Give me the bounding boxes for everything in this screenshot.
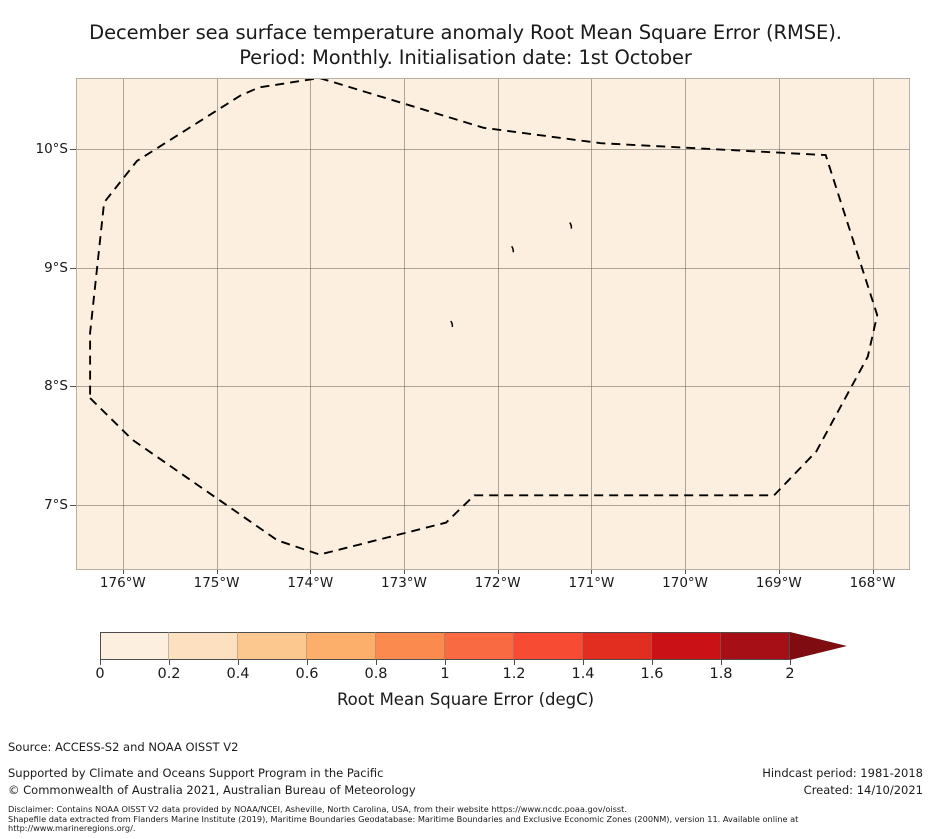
gridline-vertical: [310, 78, 312, 570]
colorbar-ticklabel: 0.6: [295, 666, 319, 682]
island-coastline-atafu: [450, 320, 454, 328]
x-axis-ticklabel: 170°W: [662, 575, 709, 591]
x-tickmark: [310, 570, 312, 574]
x-axis-ticklabel: 175°W: [193, 575, 240, 591]
gridline-horizontal: [76, 149, 910, 151]
disclaimer-line-3: http://www.marineregions.org/.: [8, 823, 136, 834]
colorbar-ticklabel: 0.8: [364, 666, 388, 682]
colorbar-segment: [514, 632, 583, 660]
colorbar-tickmark: [238, 660, 239, 665]
colorbar-title: Root Mean Square Error (degC): [336, 690, 595, 709]
x-tickmark: [591, 570, 593, 574]
colorbar-tickmark: [376, 660, 377, 665]
colorbar-segment: [307, 632, 376, 660]
x-axis-ticklabel: 172°W: [474, 575, 521, 591]
colorbar-segment: [238, 632, 307, 660]
x-axis-ticklabel: 168°W: [849, 575, 896, 591]
y-tickmark: [70, 149, 76, 151]
gridline-vertical: [872, 78, 874, 570]
colorbar-ticklabel: 1.4: [571, 666, 595, 682]
y-axis-ticklabel: 10°S: [35, 141, 69, 158]
x-tickmark: [216, 570, 218, 574]
colorbar-tickmark: [100, 660, 101, 665]
x-tickmark: [778, 570, 780, 574]
disclaimer-line-1: Disclaimer: Contains NOAA OISST V2 data …: [8, 804, 627, 814]
heatmap-base-layer: [76, 78, 910, 570]
y-tickmark: [70, 504, 76, 506]
footer-copyright: © Commonwealth of Australia 2021, Austra…: [8, 783, 416, 797]
colorbar-tickmark: [169, 660, 170, 665]
x-axis-ticklabel: 176°W: [99, 575, 146, 591]
colorbar-segment: [721, 632, 790, 660]
colorbar-ticklabel: 1.2: [502, 666, 526, 682]
colorbar-tickmark: [445, 660, 446, 665]
colorbar-ticklabel: 1.8: [709, 666, 733, 682]
colorbar-segment: [445, 632, 514, 660]
colorbar-tickmark: [514, 660, 515, 665]
gridline-vertical: [497, 78, 499, 570]
footer-source: Source: ACCESS-S2 and NOAA OISST V2: [8, 740, 239, 754]
y-tickmark: [70, 386, 76, 388]
eez-boundary-line: [89, 78, 879, 556]
gridline-horizontal: [76, 504, 910, 506]
colorbar-ticklabel: 0.2: [157, 666, 181, 682]
x-tickmark: [685, 570, 687, 574]
footer-support: Supported by Climate and Oceans Support …: [8, 766, 384, 780]
colorbar-segment: [100, 632, 169, 660]
colorbar-tickmark: [790, 660, 791, 665]
gridline-vertical: [685, 78, 687, 570]
x-tickmark: [497, 570, 499, 574]
colorbar-ticklabel: 1: [440, 666, 450, 682]
gridline-horizontal: [76, 386, 910, 388]
x-tickmark: [872, 570, 874, 574]
footer-disclaimer: Disclaimer: Contains NOAA OISST V2 data …: [8, 804, 924, 834]
y-tickmark: [70, 267, 76, 269]
colorbar-extend-arrow: [790, 632, 847, 660]
colorbar-tickmark: [583, 660, 584, 665]
x-axis-ticklabel: 169°W: [755, 575, 802, 591]
x-axis-ticklabel: 174°W: [287, 575, 334, 591]
colorbar-tickmark: [307, 660, 308, 665]
footer-hindcast-period: Hindcast period: 1981-2018: [762, 766, 923, 780]
island-coastline-fakaofo: [569, 222, 573, 229]
gridline-horizontal: [76, 267, 910, 269]
map-plot-area[interactable]: [76, 78, 910, 570]
y-axis-ticklabel: 8°S: [44, 378, 68, 395]
vector-overlay: [89, 78, 879, 556]
gridline-vertical: [403, 78, 405, 570]
colorbar-ticklabel: 2: [785, 666, 795, 682]
x-tickmark: [403, 570, 405, 574]
gridline-vertical: [778, 78, 780, 570]
colorbar-segment: [169, 632, 238, 660]
figure-title: December sea surface temperature anomaly…: [0, 20, 931, 70]
y-axis-ticklabel: 7°S: [44, 496, 68, 513]
colorbar-ticklabel: 0.4: [226, 666, 250, 682]
colorbar-tickmark: [721, 660, 722, 665]
colorbar-segment: [652, 632, 721, 660]
x-tickmark: [122, 570, 124, 574]
gridline-vertical: [591, 78, 593, 570]
disclaimer-line-2: Shapefile data extracted from Flanders M…: [8, 813, 799, 824]
colorbar-ticklabel: 1.6: [640, 666, 664, 682]
gridline-vertical: [216, 78, 218, 570]
y-axis-ticklabel: 9°S: [44, 259, 68, 276]
x-axis-ticklabel: 173°W: [381, 575, 427, 591]
island-coastline-nukunonu: [511, 245, 515, 253]
gridline-vertical: [122, 78, 124, 570]
figure-title-line2: Period: Monthly. Initialisation date: 1s…: [239, 46, 692, 69]
colorbar-ticklabel: 0: [95, 666, 105, 682]
colorbar-segment: [583, 632, 652, 660]
colorbar-tickmark: [652, 660, 653, 665]
x-axis-ticklabel: 171°W: [568, 575, 615, 591]
colorbar-segment: [376, 632, 445, 660]
footer-created-date: Created: 14/10/2021: [803, 783, 923, 797]
figure-title-line1: December sea surface temperature anomaly…: [89, 21, 842, 44]
